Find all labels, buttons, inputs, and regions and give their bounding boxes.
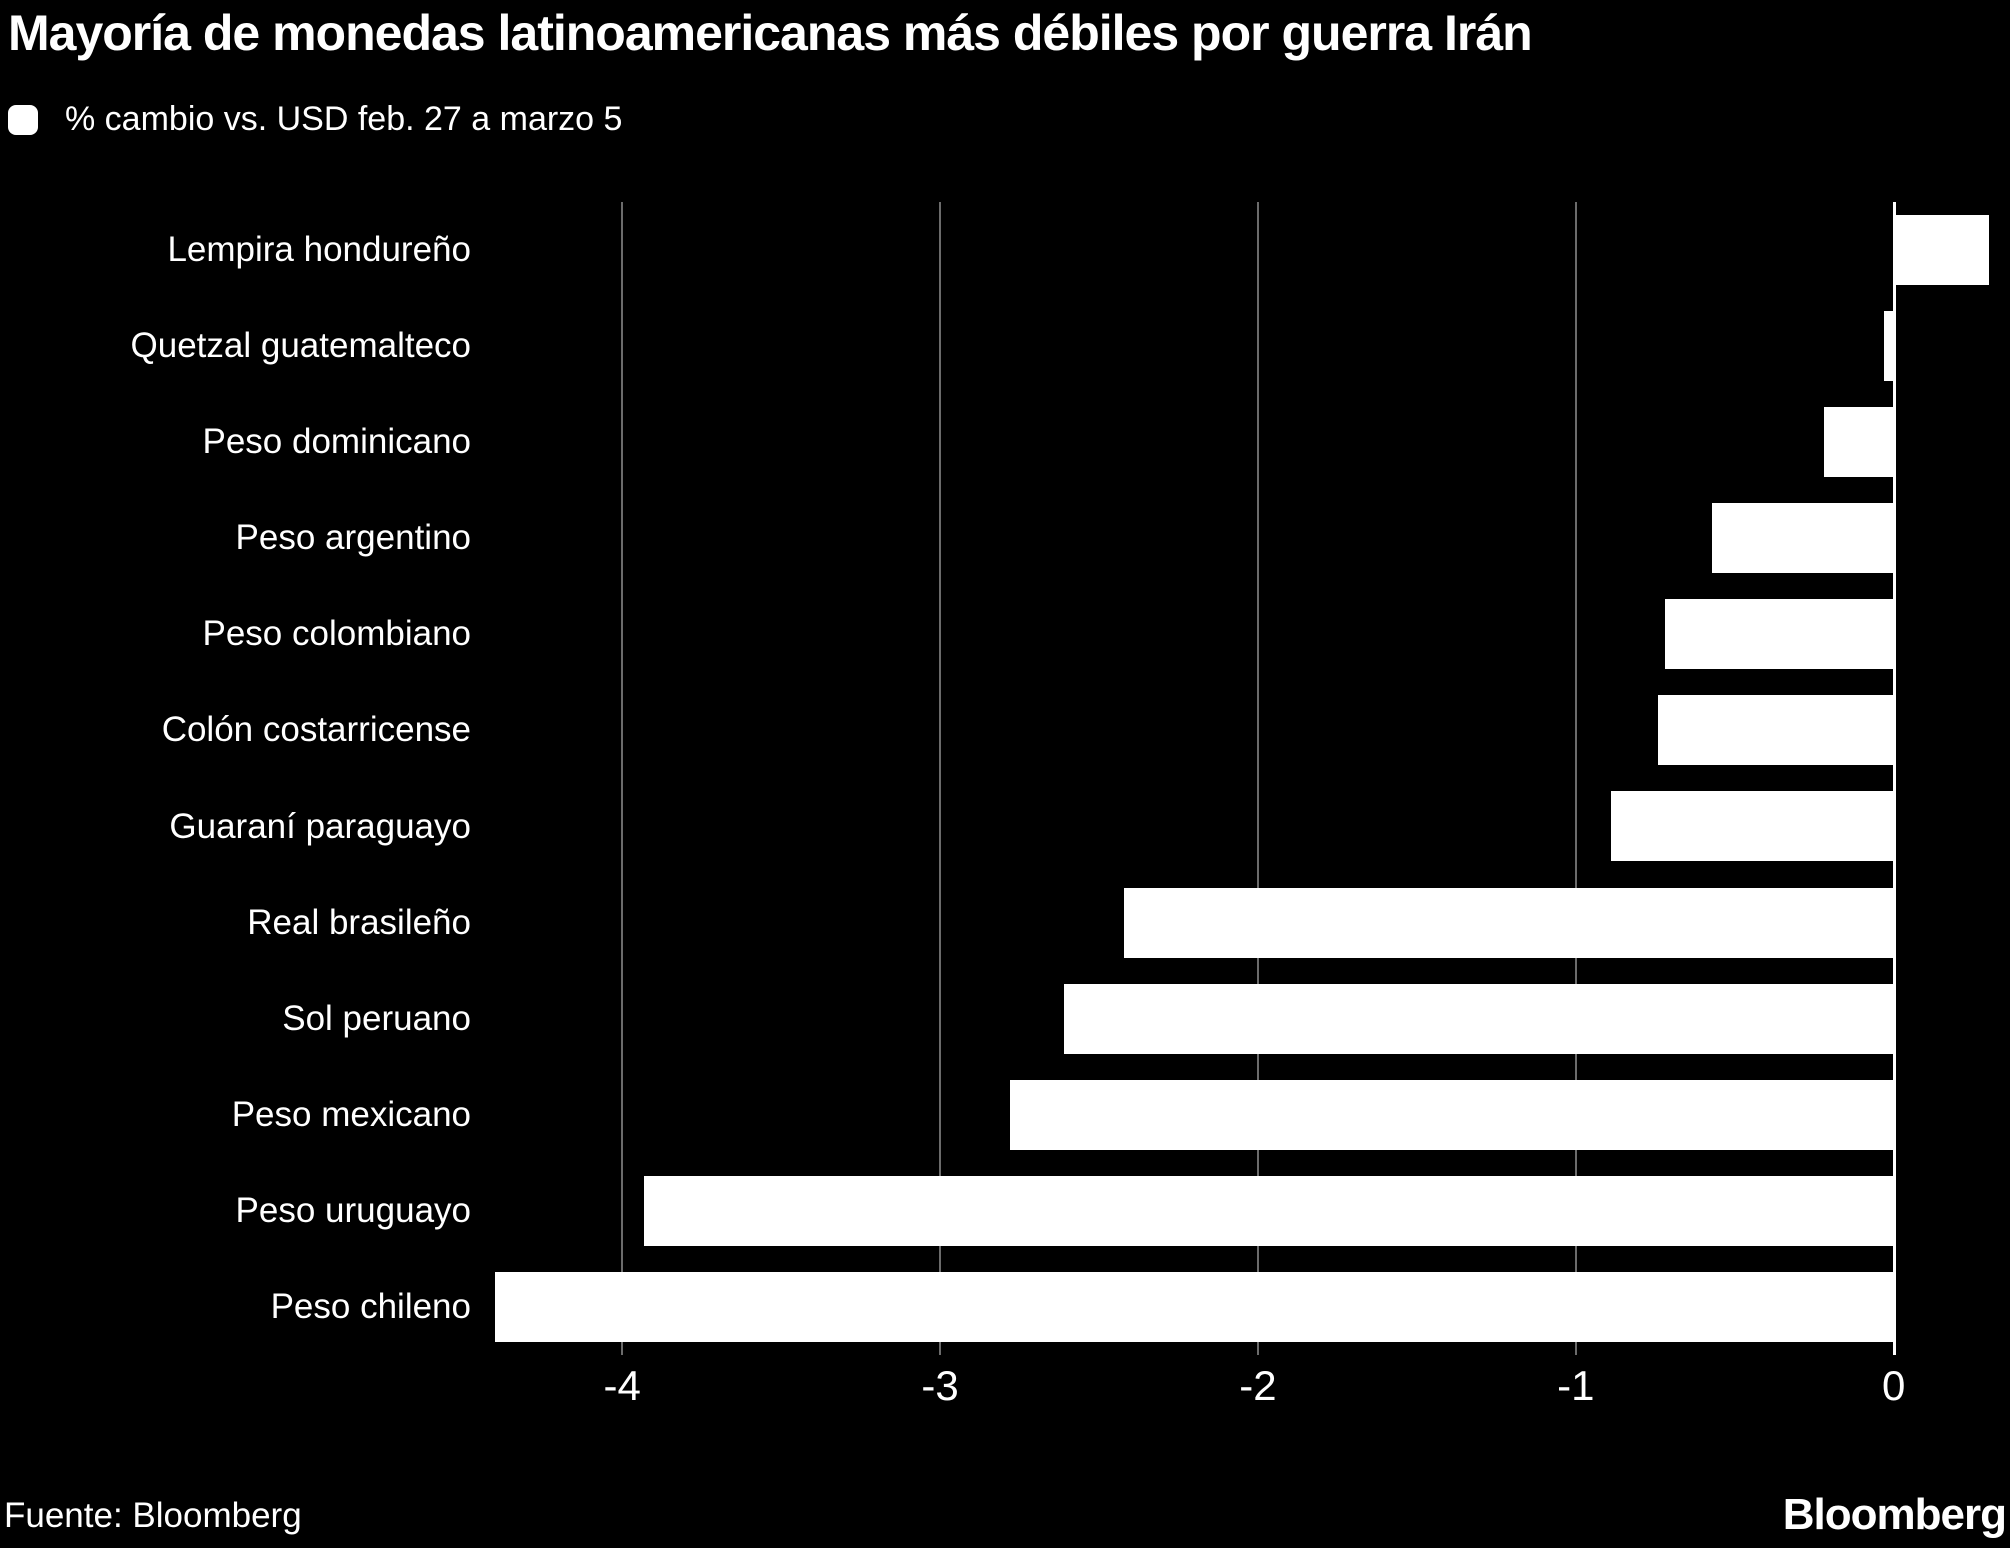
bar xyxy=(1658,695,1894,766)
chart-title: Mayoría de monedas latinoamericanas más … xyxy=(8,5,1533,61)
grid-overlay xyxy=(495,202,1989,1355)
bar-track xyxy=(495,1259,1989,1355)
table-row: Guaraní paraguayo xyxy=(0,778,2010,874)
gridline xyxy=(939,202,942,1355)
x-tick-label: -4 xyxy=(603,1362,641,1409)
bar xyxy=(1063,983,1894,1054)
bar-track xyxy=(495,875,1989,971)
bar xyxy=(1712,503,1894,574)
bar-track xyxy=(495,202,1989,298)
table-row: Peso mexicano xyxy=(0,1067,2010,1163)
category-label: Peso uruguayo xyxy=(235,1190,471,1230)
bloomberg-logo: Bloomberg xyxy=(1782,1490,2007,1539)
bar xyxy=(644,1175,1894,1246)
bar-track xyxy=(495,586,1989,682)
bar-track xyxy=(495,298,1989,394)
x-axis: -4 -3 -2 -1 0 xyxy=(495,1362,1989,1422)
category-label: Peso dominicano xyxy=(202,422,472,462)
table-row: Peso dominicano xyxy=(0,394,2010,490)
gridline xyxy=(621,202,624,1355)
bar xyxy=(1009,1079,1894,1150)
table-row: Peso argentino xyxy=(0,490,2010,586)
category-label: Peso argentino xyxy=(235,518,471,558)
table-row: Real brasileño xyxy=(0,875,2010,971)
x-tick-label: -3 xyxy=(921,1362,959,1409)
category-label: Peso chileno xyxy=(270,1286,471,1326)
gridline xyxy=(1256,202,1259,1355)
gridline xyxy=(1574,202,1577,1355)
table-row: Colón costarricense xyxy=(0,682,2010,778)
bar xyxy=(1664,599,1894,670)
bar xyxy=(1823,407,1894,478)
x-tick-label: -2 xyxy=(1239,1362,1277,1409)
table-row: Sol peruano xyxy=(0,971,2010,1067)
x-tick-label: 0 xyxy=(1881,1362,1906,1409)
bar xyxy=(1610,791,1894,862)
table-row: Peso colombiano xyxy=(0,586,2010,682)
category-label: Sol peruano xyxy=(282,998,471,1038)
category-label: Quetzal guatemalteco xyxy=(130,326,471,366)
bar-track xyxy=(495,682,1989,778)
table-row: Lempira hondureño xyxy=(0,202,2010,298)
x-tick-label: -1 xyxy=(1557,1362,1595,1409)
category-label: Colón costarricense xyxy=(161,710,471,750)
plot-area: Lempira hondureño Quetzal guatemalteco Pes… xyxy=(0,202,2010,1355)
category-label: Guaraní paraguayo xyxy=(169,806,471,846)
bar xyxy=(1124,887,1894,958)
legend-label: % cambio vs. USD feb. 27 a marzo 5 xyxy=(65,100,623,138)
table-row: Peso uruguayo xyxy=(0,1163,2010,1259)
bar xyxy=(1884,311,1894,382)
legend: % cambio vs. USD feb. 27 a marzo 5 xyxy=(8,100,622,139)
source-text: Fuente: Bloomberg xyxy=(4,1496,302,1535)
legend-swatch xyxy=(8,104,38,135)
table-row: Quetzal guatemalteco xyxy=(0,298,2010,394)
bar xyxy=(495,1271,1894,1342)
bar-track xyxy=(495,1067,1989,1163)
bar-track xyxy=(495,778,1989,874)
bar-track xyxy=(495,1163,1989,1259)
category-label: Lempira hondureño xyxy=(167,230,471,270)
bar-track xyxy=(495,394,1989,490)
category-label: Peso mexicano xyxy=(231,1094,471,1134)
bar-rows: Lempira hondureño Quetzal guatemalteco Pes… xyxy=(0,202,2010,1355)
table-row: Peso chileno xyxy=(0,1259,2010,1355)
category-label: Real brasileño xyxy=(247,902,471,942)
bar-track xyxy=(495,490,1989,586)
category-label: Peso colombiano xyxy=(202,614,472,654)
bar-track xyxy=(495,971,1989,1067)
bar xyxy=(1893,215,1989,285)
zero-baseline xyxy=(1892,202,1896,1355)
